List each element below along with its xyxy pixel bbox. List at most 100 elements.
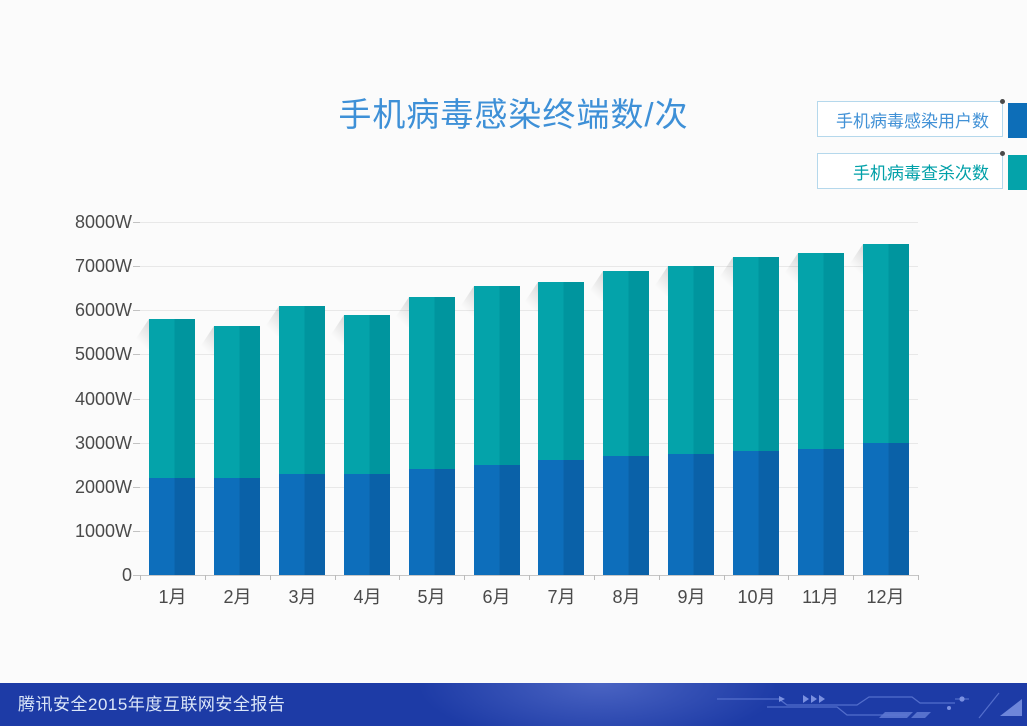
y-axis-tick bbox=[133, 310, 140, 311]
bar-scan-count-7月 bbox=[518, 282, 584, 575]
x-axis-tick bbox=[270, 575, 271, 580]
y-axis-tick bbox=[133, 266, 140, 267]
gridline bbox=[140, 354, 918, 355]
y-axis-tick bbox=[133, 443, 140, 444]
x-axis-tick-label: 6月 bbox=[482, 587, 511, 607]
bar-scan-count-12月 bbox=[843, 244, 909, 575]
y-axis-tick bbox=[133, 399, 140, 400]
x-axis-tick bbox=[853, 575, 854, 580]
bar-fold-shadow bbox=[389, 297, 409, 327]
legend-connector-dot bbox=[1000, 99, 1005, 104]
bar-fold-shadow bbox=[843, 244, 863, 274]
bar-infected-users-11月 bbox=[798, 449, 844, 575]
y-axis-tick bbox=[133, 354, 140, 355]
bar-infected-users-3月 bbox=[279, 474, 325, 575]
x-axis-tick bbox=[529, 575, 530, 580]
x-axis-tick-label: 10月 bbox=[737, 587, 776, 607]
bar-fold-shadow bbox=[778, 253, 798, 283]
bar-fold-shadow bbox=[713, 257, 733, 287]
bar-fold-shadow bbox=[129, 319, 149, 349]
bar-scan-count-6月 bbox=[454, 286, 520, 575]
y-axis-tick bbox=[133, 531, 140, 532]
legend-item-infected-users: 手机病毒感染用户数 bbox=[817, 99, 1027, 138]
bar-infected-users-5月 bbox=[409, 469, 455, 575]
y-axis-tick-label: 2000W bbox=[74, 477, 132, 497]
bar-scan-count-3月 bbox=[259, 306, 325, 575]
y-axis-tick-label: 7000W bbox=[74, 256, 132, 276]
gridline bbox=[140, 443, 918, 444]
bar-infected-users-10月 bbox=[733, 451, 779, 575]
y-axis-tick bbox=[133, 487, 140, 488]
x-axis-tick bbox=[788, 575, 789, 580]
x-axis-labels: 1月 2月 3月 4月 5月 6月 7月 8月 9月 10月 11月 12月 bbox=[140, 583, 918, 607]
bar-scan-count-4月 bbox=[324, 315, 390, 575]
gridline bbox=[140, 487, 918, 488]
y-axis-tick-label: 4000W bbox=[74, 389, 132, 409]
y-axis-labels: 8000W 7000W 6000W 5000W 4000W 3000W 2000W 1000W… bbox=[48, 212, 132, 585]
chart-title: 手机病毒感染终端数/次 bbox=[338, 96, 689, 133]
bar-fold-shadow bbox=[454, 286, 474, 316]
x-axis-tick-label: 8月 bbox=[612, 587, 641, 607]
bar-infected-users-9月 bbox=[668, 454, 714, 575]
stacked-bar-chart bbox=[129, 222, 919, 580]
y-axis-tick bbox=[133, 575, 140, 576]
bar-scan-count-8月 bbox=[583, 271, 649, 575]
bar-infected-users-6月 bbox=[474, 465, 520, 575]
bar-fold-shadow bbox=[194, 326, 214, 356]
chart-legend: 手机病毒感染用户数 手机病毒查杀次数 bbox=[817, 99, 1027, 205]
legend-connector-dot bbox=[1000, 151, 1005, 156]
bar-scan-count-1月 bbox=[129, 319, 195, 575]
bar-infected-users-8月 bbox=[603, 456, 649, 575]
bar-scan-count-11月 bbox=[778, 253, 844, 575]
x-axis-tick bbox=[140, 575, 141, 580]
bar-fold-shadow bbox=[648, 266, 668, 296]
x-axis-tick bbox=[464, 575, 465, 580]
x-axis-tick-label: 3月 bbox=[288, 587, 317, 607]
bar-scan-count-9月 bbox=[648, 266, 714, 575]
x-axis-tick bbox=[724, 575, 725, 580]
x-axis-tick bbox=[399, 575, 400, 580]
bar-scan-count-2月 bbox=[194, 326, 260, 575]
x-axis-tick-label: 7月 bbox=[547, 587, 576, 607]
footer-circuit-decoration bbox=[717, 692, 1022, 719]
gridline bbox=[140, 399, 918, 400]
bar-fold-shadow bbox=[583, 271, 603, 301]
legend-label-scan-count: 手机病毒查杀次数 bbox=[817, 153, 1003, 189]
footer-title: 腾讯安全2015年度互联网安全报告 bbox=[18, 695, 286, 714]
x-axis-tick bbox=[918, 575, 919, 580]
bar-infected-users-1月 bbox=[149, 478, 195, 575]
bar-infected-users-7月 bbox=[538, 460, 584, 575]
legend-label-infected-users: 手机病毒感染用户数 bbox=[817, 101, 1003, 137]
bar-scan-count-10月 bbox=[713, 257, 779, 575]
x-axis-tick bbox=[335, 575, 336, 580]
x-axis-tick-label: 9月 bbox=[677, 587, 706, 607]
x-axis-tick-label: 12月 bbox=[866, 587, 905, 607]
gridline bbox=[140, 266, 918, 267]
y-axis-tick-label: 6000W bbox=[74, 300, 132, 320]
footer-bar: 腾讯安全2015年度互联网安全报告 bbox=[0, 683, 1027, 726]
x-axis-tick-label: 1月 bbox=[158, 587, 187, 607]
y-axis-tick-label: 0 bbox=[121, 565, 132, 585]
y-axis-tick-label: 1000W bbox=[74, 521, 132, 541]
x-axis-tick-label: 4月 bbox=[353, 587, 382, 607]
x-axis-tick bbox=[205, 575, 206, 580]
x-axis-tick bbox=[594, 575, 595, 580]
x-axis-tick-label: 5月 bbox=[417, 587, 446, 607]
y-axis-tick-label: 8000W bbox=[74, 212, 132, 232]
gridline bbox=[140, 531, 918, 532]
bar-fold-shadow bbox=[518, 282, 538, 312]
legend-swatch-teal bbox=[1008, 155, 1027, 190]
legend-swatch-blue bbox=[1008, 103, 1027, 138]
bar-scan-count-5月 bbox=[389, 297, 455, 575]
x-axis-tick-label: 2月 bbox=[223, 587, 252, 607]
y-axis-tick-label: 5000W bbox=[74, 344, 132, 364]
gridline bbox=[140, 310, 918, 311]
y-axis-tick bbox=[133, 222, 140, 223]
x-axis-tick bbox=[659, 575, 660, 580]
y-axis-tick-label: 3000W bbox=[74, 433, 132, 453]
gridline bbox=[140, 222, 918, 223]
x-axis-tick-label: 11月 bbox=[802, 587, 839, 607]
bar-infected-users-12月 bbox=[863, 443, 909, 575]
bar-infected-users-4月 bbox=[344, 474, 390, 575]
